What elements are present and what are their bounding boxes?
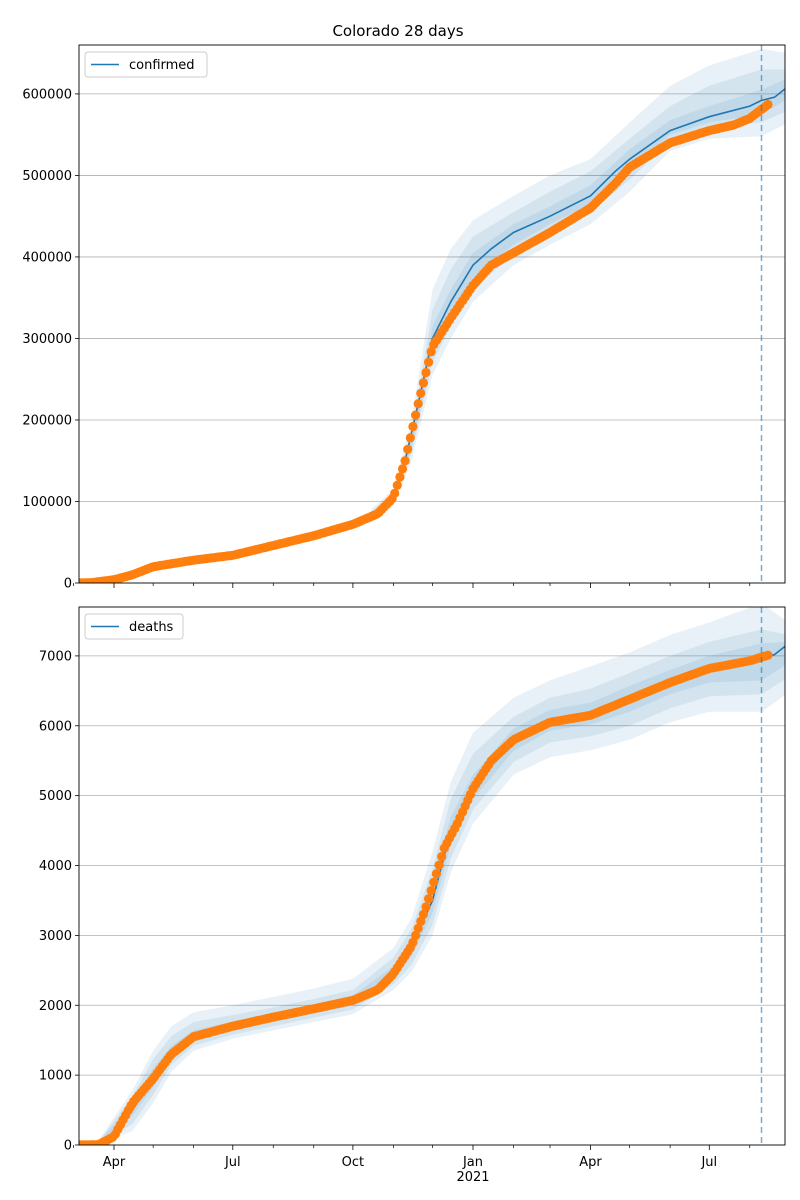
y-tick-label: 5000: [39, 789, 72, 804]
observed-point: [416, 916, 426, 927]
y-tick-label: 0: [64, 1139, 72, 1154]
y-tick-label: 600000: [22, 87, 72, 102]
observed-point: [763, 650, 773, 660]
y-tick-label: 400000: [22, 250, 72, 265]
observed-point: [429, 877, 439, 887]
legend: deaths: [84, 613, 184, 640]
uncertainty-band: [98, 607, 785, 1145]
uncertainty-band: [371, 69, 785, 517]
observed-point: [437, 852, 447, 862]
plot-area: [79, 607, 785, 1145]
plot-area: [79, 45, 785, 583]
y-tick-label: 2000: [39, 999, 72, 1014]
chart-title: Colorado 28 days: [332, 22, 463, 40]
observed-point: [763, 99, 773, 110]
observed-point: [405, 433, 415, 443]
observed-point: [411, 410, 421, 420]
confirmed-panel: 0 100000 200000 300000 400000 500000 600000 con…: [22, 44, 786, 592]
uncertainty-band: [371, 49, 785, 520]
observed-point: [408, 421, 418, 432]
legend-label: confirmed: [129, 58, 195, 73]
legend: confirmed: [84, 51, 208, 78]
deaths-panel: 0 1000 2000 3000 4000 5000 6000 7000 deaths: [39, 606, 786, 1154]
observed-points: [79, 99, 773, 583]
observed-point: [416, 388, 426, 398]
x-tick-label: Apr: [103, 1155, 126, 1170]
observed-point: [418, 909, 428, 920]
axes-frame: [78, 44, 786, 584]
observed-point: [421, 367, 431, 378]
legend-box: [84, 613, 184, 640]
observed-point: [411, 930, 421, 941]
y-tick-label: 300000: [22, 332, 72, 347]
x-axis-labels: Apr Jul Oct Jan Apr Jul: [103, 1155, 717, 1170]
observed-point: [392, 480, 402, 490]
observed-point: [431, 869, 441, 879]
y-tick-label: 1000: [39, 1069, 72, 1084]
y-tick-label: 0: [64, 577, 72, 592]
observed-point: [421, 902, 431, 912]
observed-point: [426, 886, 436, 896]
x-tick-label: Jul: [224, 1155, 241, 1170]
observed-point: [403, 444, 413, 454]
observed-point: [413, 399, 423, 409]
y-tick-label: 4000: [39, 859, 72, 874]
observed-point: [418, 378, 428, 388]
y-tick-label: 3000: [39, 929, 72, 944]
y-tick-label: 500000: [22, 169, 72, 184]
observed-point: [390, 488, 400, 498]
observed-point: [424, 894, 434, 904]
observed-points: [79, 650, 773, 1145]
x-tick-label: Apr: [579, 1155, 602, 1170]
legend-box: [84, 51, 208, 78]
observed-point: [408, 937, 418, 948]
axes-frame: [78, 606, 786, 1146]
x-tick-label: Jul: [700, 1155, 717, 1170]
observed-point: [397, 464, 408, 474]
observed-point: [400, 456, 410, 466]
y-tick-label: 7000: [39, 649, 72, 664]
observed-point: [424, 357, 434, 367]
y-tick-label: 6000: [39, 719, 72, 734]
y-tick-label: 100000: [22, 495, 72, 510]
observed-point: [395, 472, 405, 482]
y-tick-label: 200000: [22, 413, 72, 428]
x-tick-label: Jan: [462, 1155, 483, 1170]
observed-point: [426, 347, 436, 357]
legend-label: deaths: [129, 620, 174, 635]
observed-point: [413, 923, 423, 934]
x-tick-label: Oct: [342, 1155, 364, 1170]
x-year-label: 2021: [456, 1170, 489, 1185]
observed-point: [434, 860, 444, 870]
